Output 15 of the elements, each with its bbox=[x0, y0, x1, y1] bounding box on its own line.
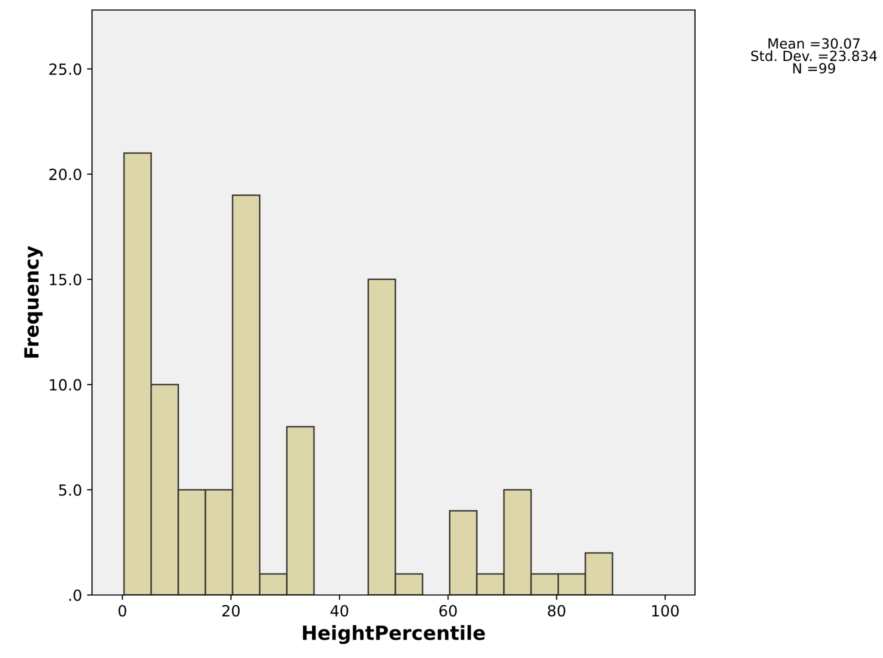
y-tick-label: 15.0 bbox=[50, 274, 82, 286]
y-axis-title: Frequency bbox=[24, 246, 43, 358]
x-tick-label: 100 bbox=[652, 604, 679, 617]
y-tick-label: 5.0 bbox=[59, 484, 82, 496]
y-tick-label: 20.0 bbox=[49, 168, 82, 180]
y-tick-label: .0 bbox=[69, 589, 82, 602]
y-tick-label: 25.0 bbox=[49, 63, 82, 75]
x-tick-label: 80 bbox=[548, 604, 566, 617]
x-tick-label: 40 bbox=[330, 604, 348, 617]
y-tick-label: 10.0 bbox=[50, 379, 82, 391]
x-tick-label: 60 bbox=[439, 604, 457, 617]
x-axis-title: HeightPercentile bbox=[302, 625, 485, 644]
text: Mean =30.07 Std. Dev. =23.834 N =99 bbox=[751, 38, 877, 74]
x-tick-label: 0 bbox=[118, 604, 126, 617]
x-tick-label: 20 bbox=[222, 604, 240, 617]
